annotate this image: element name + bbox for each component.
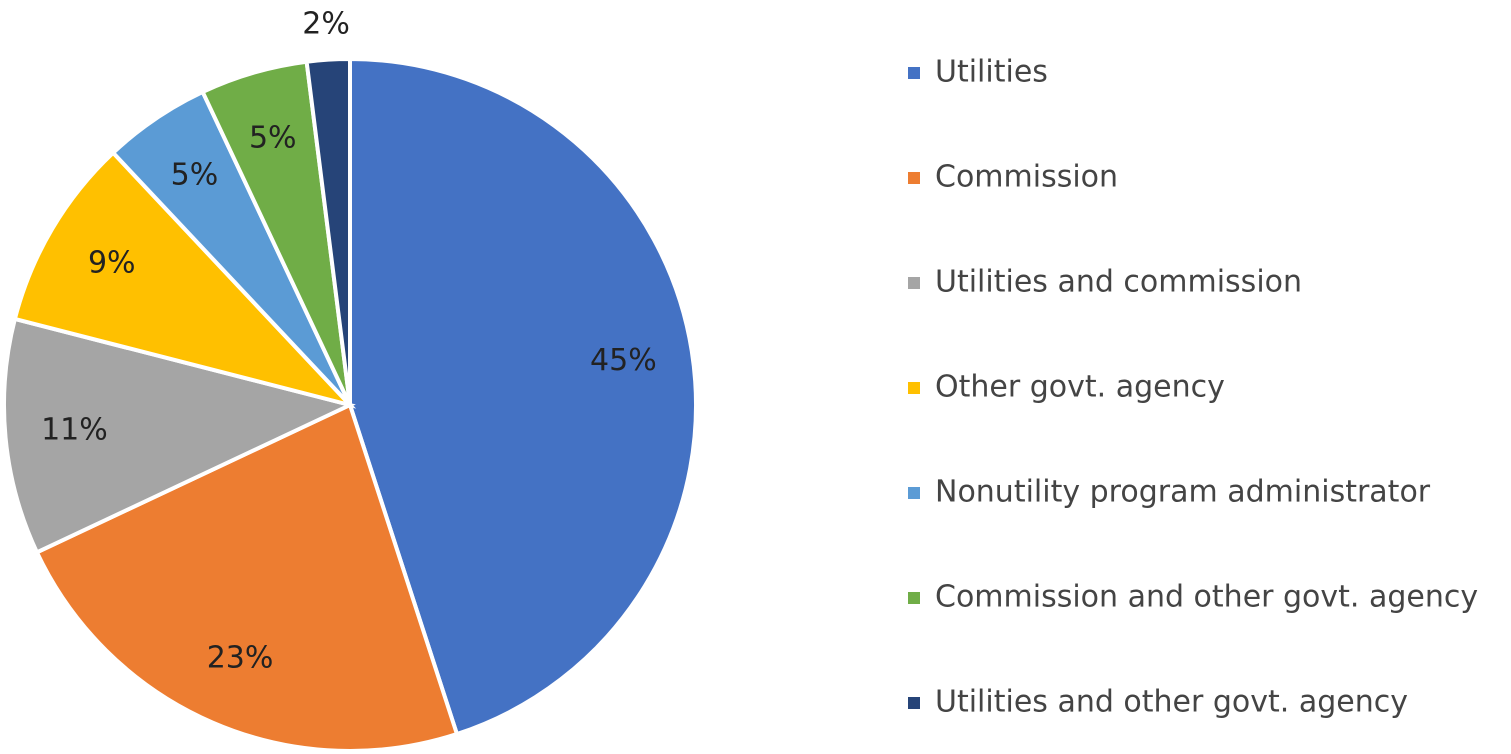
pie-slice	[34, 402, 460, 753]
legend-swatch	[908, 67, 920, 79]
pie-slice	[348, 56, 698, 737]
legend-swatch	[908, 172, 920, 184]
legend-label: Nonutility program administrator	[935, 475, 1431, 510]
data-label: 2%	[302, 7, 350, 42]
data-label: 23%	[207, 641, 274, 676]
legend-label: Commission and other govt. agency	[935, 580, 1478, 615]
pie-slice	[2, 316, 356, 555]
data-label: 5%	[171, 158, 219, 193]
data-label: 5%	[249, 121, 297, 156]
pie-slice	[12, 149, 357, 409]
legend-label: Utilities	[935, 55, 1048, 90]
pie-slice	[304, 56, 352, 406]
legend-label: Utilities and other govt. agency	[935, 685, 1408, 720]
data-label: 11%	[41, 413, 108, 448]
legend-swatch	[908, 592, 920, 604]
legend-swatch	[908, 277, 920, 289]
legend-label: Commission	[935, 160, 1118, 195]
legend-label: Utilities and commission	[935, 265, 1302, 300]
data-label: 9%	[88, 246, 136, 281]
legend-label: Other govt. agency	[935, 370, 1225, 405]
legend-swatch	[908, 697, 920, 709]
legend-swatch	[908, 487, 920, 499]
legend-swatch	[908, 382, 920, 394]
data-label: 45%	[590, 343, 657, 378]
